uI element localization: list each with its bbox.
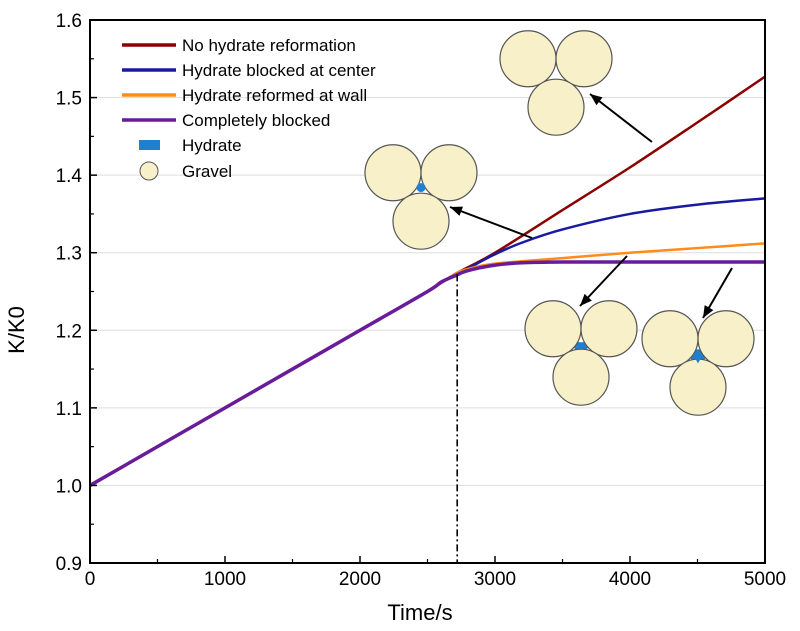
legend-hydrate-swatch	[139, 140, 160, 150]
legend-gravel-swatch	[139, 161, 159, 181]
arrow-to-center-blocked	[449, 206, 533, 239]
legend-label-3: Hydrate reformed at wall	[182, 86, 367, 105]
arrow-shaft	[589, 93, 653, 143]
y-tick-label: 1.5	[56, 89, 82, 110]
y-tick-label: 1.1	[56, 399, 82, 420]
gravel-circle	[420, 144, 478, 202]
gravel-circle	[527, 78, 585, 136]
pore-no-hydrate	[499, 30, 613, 136]
x-tick-label: 3000	[474, 569, 516, 590]
y-axis-label: K/K0	[4, 306, 29, 354]
gravel-circle	[499, 30, 557, 88]
legend-label-2: Hydrate blocked at center	[182, 61, 376, 80]
hydrate-dot	[416, 183, 426, 193]
arrow-head	[703, 305, 714, 318]
gravel-circle	[364, 144, 422, 202]
gravel-circle	[580, 300, 638, 358]
y-tick-label: 1.6	[56, 11, 82, 32]
x-axis-ticks: 0 1000 2000 3000 4000 5000	[85, 556, 786, 590]
y-axis-ticks: 0.9 1.0 1.1 1.2 1.3 1.4 1.5 1.6	[56, 11, 97, 575]
gravel-circle	[555, 30, 613, 88]
gravel-circle	[669, 358, 727, 416]
pore-center-blocked	[364, 144, 478, 250]
y-tick-label: 1.4	[56, 166, 83, 187]
arrow-head	[450, 206, 463, 216]
x-tick-label: 5000	[744, 569, 786, 590]
hydrate-core	[692, 354, 704, 364]
arrow-shaft	[449, 206, 533, 239]
legend: No hydrate reformation Hydrate blocked at…	[122, 36, 376, 181]
arrow-to-no-hydrate	[589, 93, 653, 143]
series-line-4	[89, 260, 765, 487]
legend-label-4: Completely blocked	[182, 111, 330, 130]
gravel-circle	[392, 192, 450, 250]
pore-illustrations	[364, 30, 755, 416]
legend-label-1: No hydrate reformation	[182, 36, 356, 55]
x-axis-label: Time/s	[387, 600, 452, 625]
x-tick-label: 2000	[339, 569, 381, 590]
series-lines	[89, 75, 766, 487]
hydrate-wall	[578, 343, 584, 351]
annotation-arrows	[449, 93, 733, 319]
x-tick-label: 4000	[609, 569, 651, 590]
arrow-head	[580, 293, 592, 306]
pore-wall-reformed	[524, 300, 638, 406]
pore-completely-blocked	[641, 310, 755, 416]
gravel-circle	[524, 300, 582, 358]
x-tick-label: 0	[85, 569, 96, 590]
y-tick-label: 1.2	[56, 321, 82, 342]
y-tick-label: 1.0	[56, 476, 82, 497]
legend-label-gravel: Gravel	[182, 162, 232, 181]
x-tick-label: 1000	[204, 569, 246, 590]
gravel-circle	[552, 348, 610, 406]
gravel-circle	[697, 310, 755, 368]
legend-label-hydrate: Hydrate	[182, 136, 242, 155]
arrow-to-completely-blocked	[702, 267, 733, 319]
y-tick-label: 0.9	[56, 554, 82, 575]
gravel-circle	[641, 310, 699, 368]
y-tick-label: 1.3	[56, 244, 82, 265]
arrow-head	[590, 94, 603, 106]
arrow-to-wall-reformed	[579, 255, 628, 307]
